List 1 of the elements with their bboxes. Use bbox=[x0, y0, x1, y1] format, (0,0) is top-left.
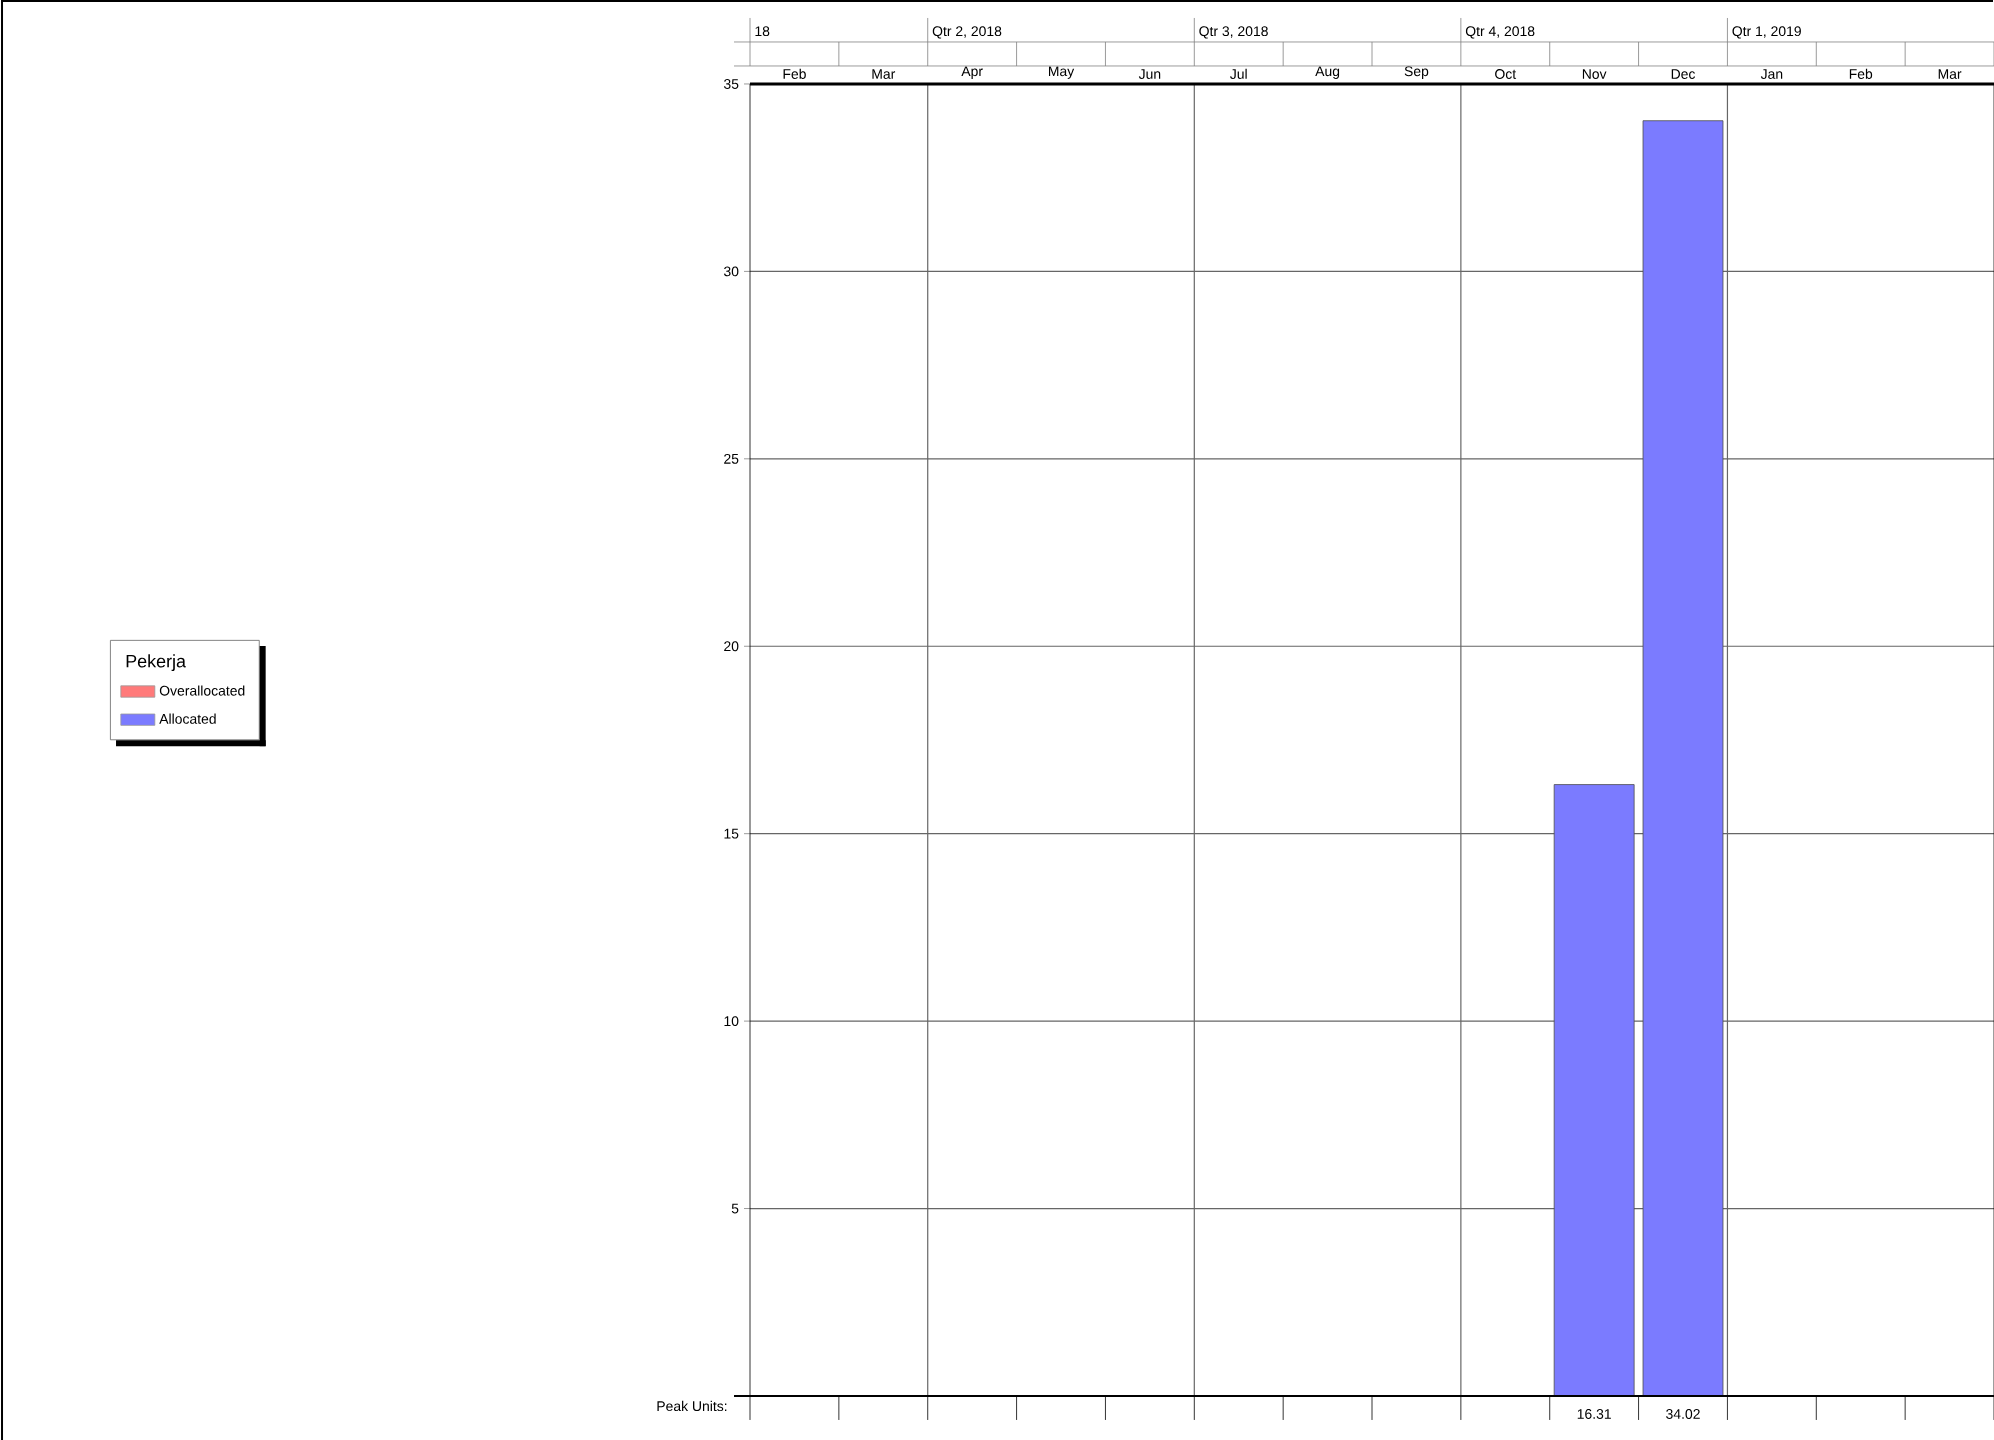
legend-title: Pekerja bbox=[126, 654, 186, 672]
